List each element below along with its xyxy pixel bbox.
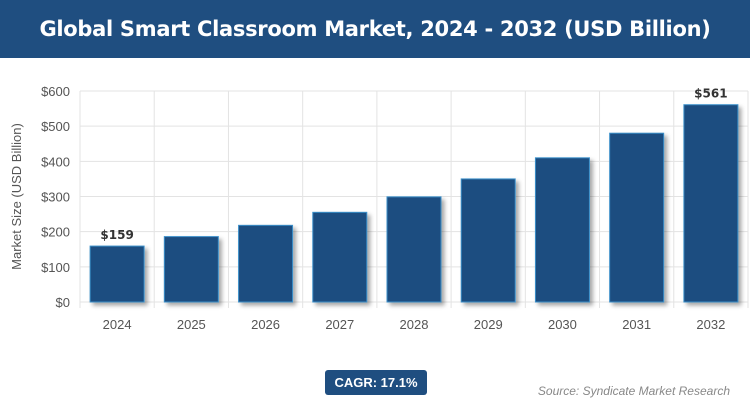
bar-2029 [460, 178, 516, 303]
x-tick-label: 2028 [400, 317, 429, 332]
bar-2024 [89, 245, 145, 303]
bar-2026 [238, 224, 294, 303]
chart-title: Global Smart Classroom Market, 2024 - 20… [39, 17, 711, 41]
cagr-badge: CAGR: 17.1% [325, 370, 427, 395]
y-tick-label: $100 [41, 260, 70, 275]
bar-2028 [386, 196, 442, 303]
y-tick-label: $0 [56, 295, 70, 310]
x-tick-label: 2026 [251, 317, 280, 332]
data-label: $159 [100, 228, 133, 242]
y-axis-label: Market Size (USD Billion) [9, 123, 24, 270]
x-tick-label: 2032 [696, 317, 725, 332]
bar-2032 [683, 104, 739, 303]
bar-2027 [312, 211, 368, 303]
x-tick-label: 2027 [325, 317, 354, 332]
y-tick-label: $200 [41, 225, 70, 240]
x-tick-label: 2025 [177, 317, 206, 332]
x-tick-label: 2024 [103, 317, 132, 332]
x-tick-label: 2029 [474, 317, 503, 332]
y-tick-label: $600 [41, 84, 70, 99]
bar-2025 [163, 236, 219, 303]
bar-2030 [534, 157, 590, 303]
bar-2031 [609, 132, 665, 303]
y-tick-label: $300 [41, 190, 70, 205]
y-tick-label: $400 [41, 154, 70, 169]
x-tick-label: 2031 [622, 317, 651, 332]
y-tick-label: $500 [41, 119, 70, 134]
cagr-text: CAGR: 17.1% [334, 375, 418, 390]
x-tick-label: 2030 [548, 317, 577, 332]
source-note: Source: Syndicate Market Research [537, 384, 730, 398]
chart-title-banner: Global Smart Classroom Market, 2024 - 20… [0, 0, 750, 58]
data-label: $561 [694, 87, 727, 101]
